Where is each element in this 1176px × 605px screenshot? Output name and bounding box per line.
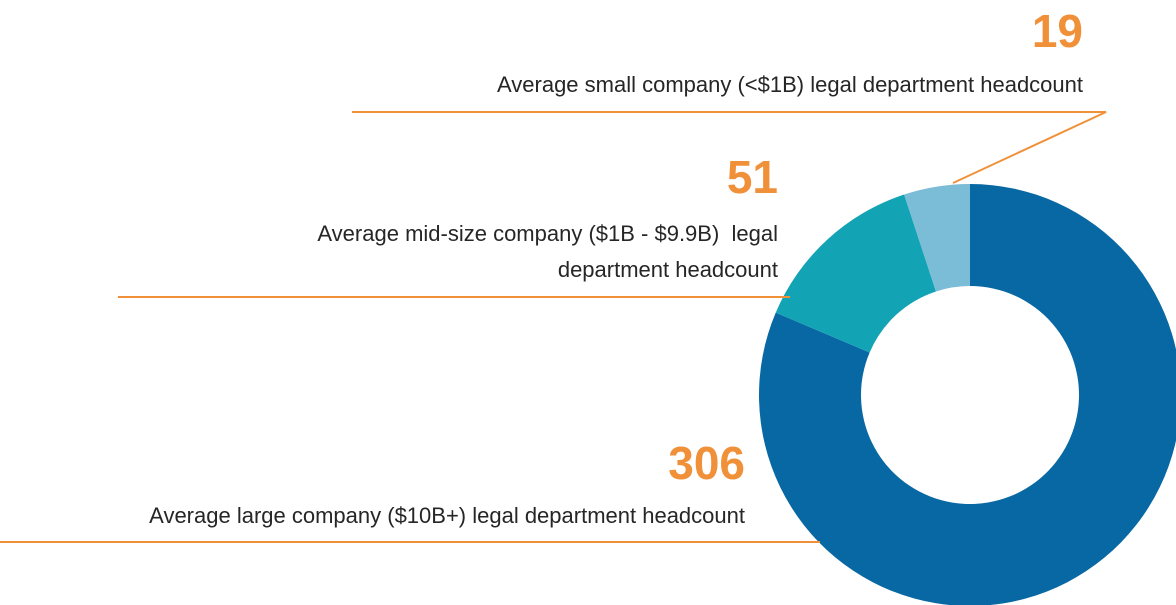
value-label: 306 xyxy=(668,437,745,489)
category-label: Average large company ($10B+) legal depa… xyxy=(149,503,745,528)
category-label: Average small company (<$1B) legal depar… xyxy=(497,72,1083,97)
donut-slice xyxy=(759,184,1176,605)
value-label: 51 xyxy=(726,151,778,203)
leader-line xyxy=(352,111,1107,184)
value-label: 19 xyxy=(1031,5,1083,57)
donut-slice xyxy=(775,194,936,353)
category-label: Average mid-size company ($1B - $9.9B) l… xyxy=(317,221,778,282)
donut-slice xyxy=(904,184,970,292)
